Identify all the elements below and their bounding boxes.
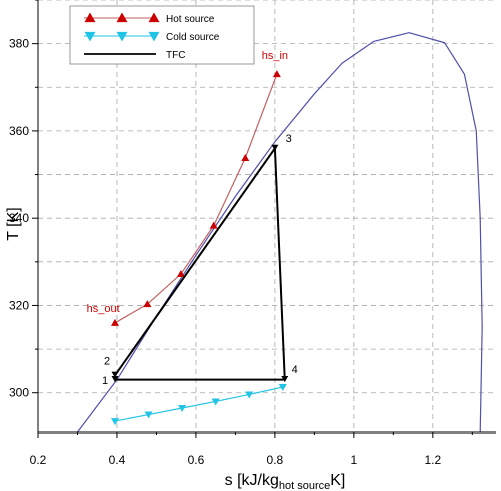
x-tick-label: 1.2 (424, 453, 441, 467)
hot-source-marker (209, 221, 218, 229)
x-tick-label: 0.6 (188, 453, 205, 467)
hot-source-marker (241, 153, 250, 161)
annotation-1: 1 (102, 375, 108, 387)
x-tick-label: 0.2 (30, 453, 47, 467)
cold-source-marker (144, 411, 153, 419)
legend-label: Hot source (166, 14, 215, 25)
hot-source-line (114, 73, 278, 324)
tfc-state-marker (111, 376, 119, 383)
x-tick-label: 0.4 (109, 453, 126, 467)
y-axis-title: T [K] (5, 207, 22, 241)
y-tick-label: 340 (9, 211, 29, 225)
legend-entry: Hot source (84, 12, 215, 25)
legend-entry: TFC (84, 50, 185, 61)
axes: 0.2 0.4 0.6 0.8 1 1.2 300 320 340 360 380 (9, 0, 496, 467)
tfc-cycle-line (113, 145, 286, 381)
x-axis-title: s [kJ/kghot sourceK] (225, 472, 346, 491)
annotation-2: 2 (104, 355, 110, 367)
hot-source-marker (176, 270, 185, 278)
annotation-4: 4 (292, 364, 298, 376)
legend-entry: Cold source (84, 31, 220, 43)
y-tick-label: 380 (9, 37, 29, 51)
y-tick-label: 320 (9, 298, 29, 312)
hot-source-marker (110, 318, 119, 326)
cold-source-marker (110, 418, 119, 426)
tfc-state-marker (111, 371, 119, 378)
tfc-state-marker (281, 376, 289, 383)
cold-source-marker (211, 398, 220, 406)
legend-marker (116, 12, 128, 23)
legend-box (69, 5, 255, 65)
legend-marker (84, 12, 96, 23)
legend-label: Cold source (166, 32, 220, 43)
y-tick-label: 360 (9, 124, 29, 138)
annotation-hs-out: hs_out (87, 303, 120, 315)
x-axis-title-end: K] (330, 472, 345, 489)
legend-marker (116, 31, 128, 42)
saturation-dome (77, 32, 483, 433)
legend-items: Hot source Cold source TFC (84, 12, 220, 61)
cold-source-line (114, 386, 283, 422)
x-tick-label: 0.8 (267, 453, 284, 467)
legend-marker (84, 31, 96, 42)
tfc-state-marker (271, 144, 279, 151)
y-tick-label: 300 (9, 386, 29, 400)
annotation-hs-in: hs_in (262, 50, 288, 62)
series-layer (110, 70, 289, 426)
cold-source-marker (178, 405, 187, 412)
legend-marker (148, 31, 160, 42)
saturation-curve (77, 32, 483, 433)
legend-label: TFC (166, 50, 185, 61)
hot-source-marker (143, 300, 152, 308)
x-tick-label: 1 (351, 453, 358, 467)
hot-source-marker (272, 70, 281, 78)
cold-source-marker (278, 384, 287, 392)
legend: Hot source Cold source TFC (69, 5, 255, 65)
x-axis-title-main: s [kJ/kg (225, 472, 279, 489)
x-axis-title-sub: hot source (279, 480, 330, 491)
cold-source-marker (245, 391, 254, 399)
annotations: hs_in hs_out 1 2 3 4 (87, 50, 298, 387)
legend-marker (148, 12, 160, 23)
annotation-3: 3 (286, 133, 292, 145)
grid-lines (37, 0, 496, 432)
